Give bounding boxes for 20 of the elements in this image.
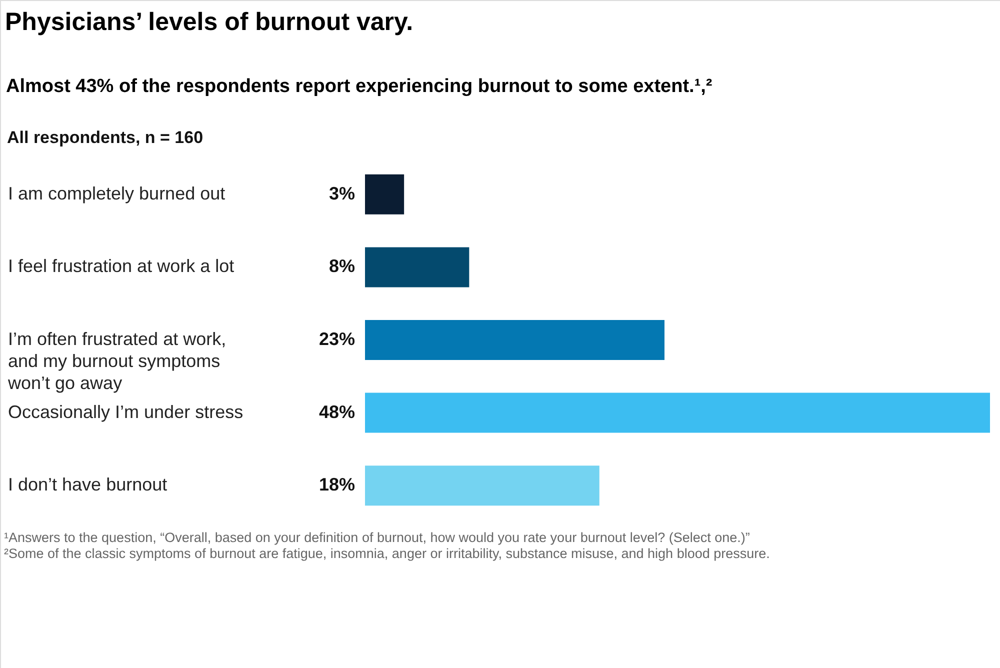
bar [365,466,600,506]
y-tick-label: I’m often frustrated at work, and my burnout symptoms won’t go away [7,329,226,393]
y-tick-label: I don’t have burnout [8,474,168,495]
bar [365,247,470,288]
data-label: 3% [328,183,355,204]
data-label: 23% [318,329,355,349]
bar [365,320,664,360]
bar [365,392,990,433]
data-label: 18% [318,474,355,495]
y-tick-label: I am completely burned out [8,183,226,204]
y-tick-label: I feel frustration at work a lot [8,256,234,276]
data-label: 48% [318,402,355,422]
bar [365,174,404,214]
chart-title: Physicians’ levels of burnout vary. [5,8,414,36]
y-tick-label: Occasionally I’m under stress [8,402,244,422]
text: ¹Answers to the question, “Overall, based on your definition of burnout, how would you rate your burnout level? (Select one.)” [4,530,750,545]
y-axis-title: All respondents, n = 160 [7,128,204,147]
data-label: 8% [328,256,355,276]
text: ²Some of the classic symptoms of burnout are fatigue, insomnia, anger or irritability, substance misuse, and high blood pressure. [4,546,770,561]
chart-subtitle: Almost 43% of the respondents report experiencing burnout to some extent.¹,² [6,76,712,97]
